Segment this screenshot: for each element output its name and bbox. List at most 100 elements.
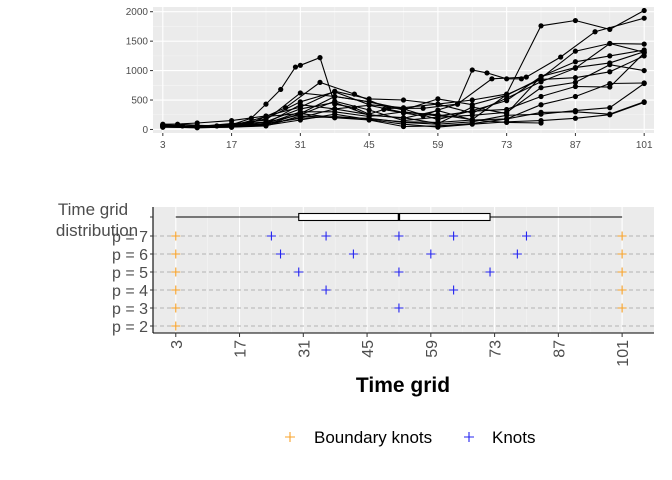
y-tick-label: 1500: [126, 37, 149, 48]
data-point: [194, 124, 200, 130]
y-tick-label: 2000: [126, 7, 149, 18]
legend-knots-label: Knots: [492, 428, 535, 447]
x-tick-label: 73: [488, 340, 505, 358]
x-tick-label: 3: [160, 140, 166, 151]
data-point: [641, 80, 647, 87]
data-point: [469, 104, 475, 110]
data-point: [317, 79, 323, 85]
data-point: [332, 98, 338, 104]
data-point: [607, 53, 613, 59]
data-point: [572, 93, 579, 100]
data-point: [160, 123, 166, 130]
legend: Boundary knots Knots: [285, 428, 535, 447]
data-point: [400, 109, 407, 115]
data-point: [228, 124, 235, 130]
knot-marker: [276, 249, 286, 259]
data-point: [278, 86, 284, 93]
data-point: [332, 106, 338, 112]
data-point: [297, 115, 303, 121]
y-category-label: p = 5: [112, 265, 148, 282]
data-point: [297, 62, 303, 68]
data-point: [366, 116, 372, 122]
data-point: [641, 15, 647, 21]
knot-marker: [348, 249, 358, 259]
data-point: [641, 67, 647, 74]
data-point: [469, 117, 475, 123]
x-tick-label: 73: [501, 140, 513, 151]
data-point: [538, 102, 544, 108]
data-point: [435, 96, 441, 102]
knot-marker: [485, 267, 495, 277]
boundary-knot-marker: [171, 249, 181, 259]
data-point: [263, 113, 269, 120]
knot-marker: [449, 285, 459, 295]
boundary-knot-marker: [171, 267, 181, 277]
x-tick-label: 31: [296, 340, 313, 358]
x-tick-label: 87: [570, 140, 582, 151]
y-tick-label: 1000: [126, 66, 149, 77]
data-point: [469, 67, 475, 73]
data-point: [504, 92, 510, 98]
data-point: [592, 29, 598, 35]
knot-marker: [426, 249, 436, 259]
data-point: [607, 62, 613, 68]
legend-boundary-label: Boundary knots: [314, 428, 432, 447]
boundary-knot-marker: [617, 285, 627, 295]
boundary-knot-marker: [171, 303, 181, 313]
x-tick-label: 87: [551, 340, 568, 358]
data-point: [641, 41, 647, 47]
y-category-label: p = 4: [112, 283, 148, 300]
data-point: [469, 108, 475, 114]
x-tick-label: 45: [360, 340, 377, 358]
y-category-label: p = 2: [112, 319, 148, 336]
data-point: [469, 112, 475, 118]
data-point: [572, 79, 579, 85]
boundary-knot-marker: [617, 267, 627, 277]
data-point: [469, 121, 475, 127]
x-tick-label: 59: [432, 140, 444, 151]
data-point: [538, 109, 544, 115]
boundary-knot-marker: [617, 249, 627, 259]
data-point: [572, 17, 579, 24]
data-point: [641, 50, 647, 56]
data-point: [558, 54, 564, 60]
data-point: [538, 76, 544, 83]
data-point: [538, 120, 544, 126]
data-point: [504, 119, 510, 126]
boundary-knot-marker: [171, 321, 181, 331]
data-point: [263, 101, 269, 107]
data-point: [607, 40, 613, 47]
knot-marker: [521, 231, 531, 241]
data-point: [538, 23, 544, 29]
y-tick-label: 0: [142, 125, 148, 136]
knot-marker: [321, 231, 331, 241]
data-point: [504, 76, 510, 82]
boundary-knot-marker: [171, 285, 181, 295]
data-point: [420, 105, 426, 111]
box-iqr: [298, 212, 491, 222]
boundary-knot-marker: [617, 231, 627, 241]
legend-item-boundary-knots: Boundary knots: [285, 428, 432, 447]
data-point: [317, 55, 323, 61]
knot-marker: [266, 231, 276, 241]
legend-knots-marker: [464, 432, 474, 442]
x-tick-label: 101: [615, 340, 632, 367]
data-point: [572, 48, 579, 54]
x-tick-label: 17: [233, 340, 250, 358]
knot-marker: [394, 231, 404, 241]
x-tick-label: 45: [364, 140, 376, 151]
data-point: [489, 76, 495, 82]
data-point: [400, 119, 407, 125]
data-point: [607, 80, 613, 87]
distribution-label-line2: distribution: [56, 221, 138, 240]
data-point: [607, 69, 613, 75]
data-point: [292, 64, 299, 70]
data-point: [332, 89, 338, 95]
data-point: [263, 120, 269, 127]
plot-background: [153, 207, 654, 333]
x-tick-label: 59: [424, 340, 441, 358]
line-chart: 3 17 31 45 59 73 87 101 0 500 1000 1500 2000: [126, 7, 654, 151]
data-point: [504, 98, 510, 104]
data-point: [484, 70, 490, 76]
boundary-knot-marker: [617, 303, 627, 313]
